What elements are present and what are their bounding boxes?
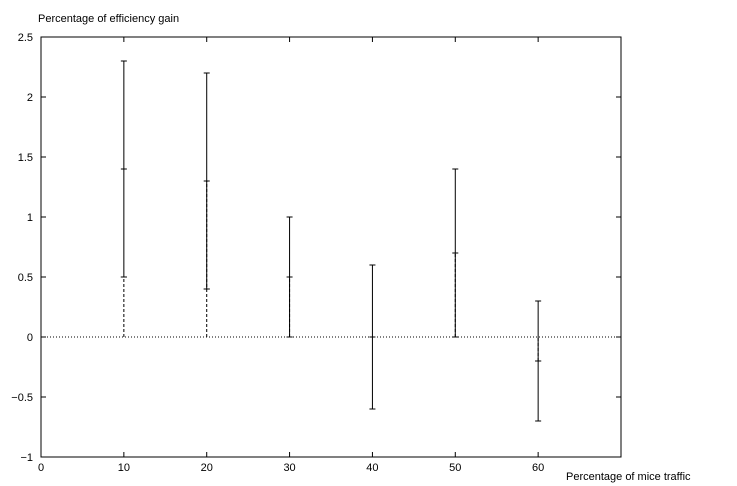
tick-marks bbox=[40, 36, 621, 458]
x-tick-label: 60 bbox=[532, 462, 544, 474]
y-tick-label: 0 bbox=[27, 332, 33, 344]
dashed-error-bar bbox=[120, 276, 127, 337]
y-tick-label: −1 bbox=[20, 452, 33, 464]
dashed-error-bar bbox=[286, 277, 293, 338]
x-tick-label: 30 bbox=[283, 462, 295, 474]
dashed-error-bar bbox=[203, 181, 210, 337]
y-tick-label: 2.5 bbox=[18, 32, 33, 44]
tick-labels: 0 10 20 30 40 50 60 −1 −0.5 0 0.5 1 1.5 2 2.5 bbox=[11, 32, 544, 474]
x-tick-label: 40 bbox=[366, 462, 378, 474]
x-tick-label: 50 bbox=[449, 462, 461, 474]
error-bars bbox=[120, 60, 542, 422]
y-tick-label: 1 bbox=[27, 212, 33, 224]
solid-error-bar bbox=[369, 264, 376, 410]
dashed-error-bar bbox=[452, 253, 459, 338]
x-tick-label: 20 bbox=[201, 462, 213, 474]
plot-area bbox=[40, 36, 622, 458]
x-tick-label: 0 bbox=[38, 462, 44, 474]
y-axis-label: Percentage of efficiency gain bbox=[38, 13, 179, 25]
y-tick-label: 2 bbox=[27, 92, 33, 104]
dashed-error-bar bbox=[535, 337, 542, 362]
y-tick-label: −0.5 bbox=[11, 392, 33, 404]
y-tick-label: 1.5 bbox=[18, 152, 33, 164]
x-axis-label: Percentage of mice traffic bbox=[566, 471, 691, 483]
plot-border bbox=[40, 36, 622, 458]
x-tick-label: 10 bbox=[118, 462, 130, 474]
y-tick-label: 0.5 bbox=[18, 272, 33, 284]
